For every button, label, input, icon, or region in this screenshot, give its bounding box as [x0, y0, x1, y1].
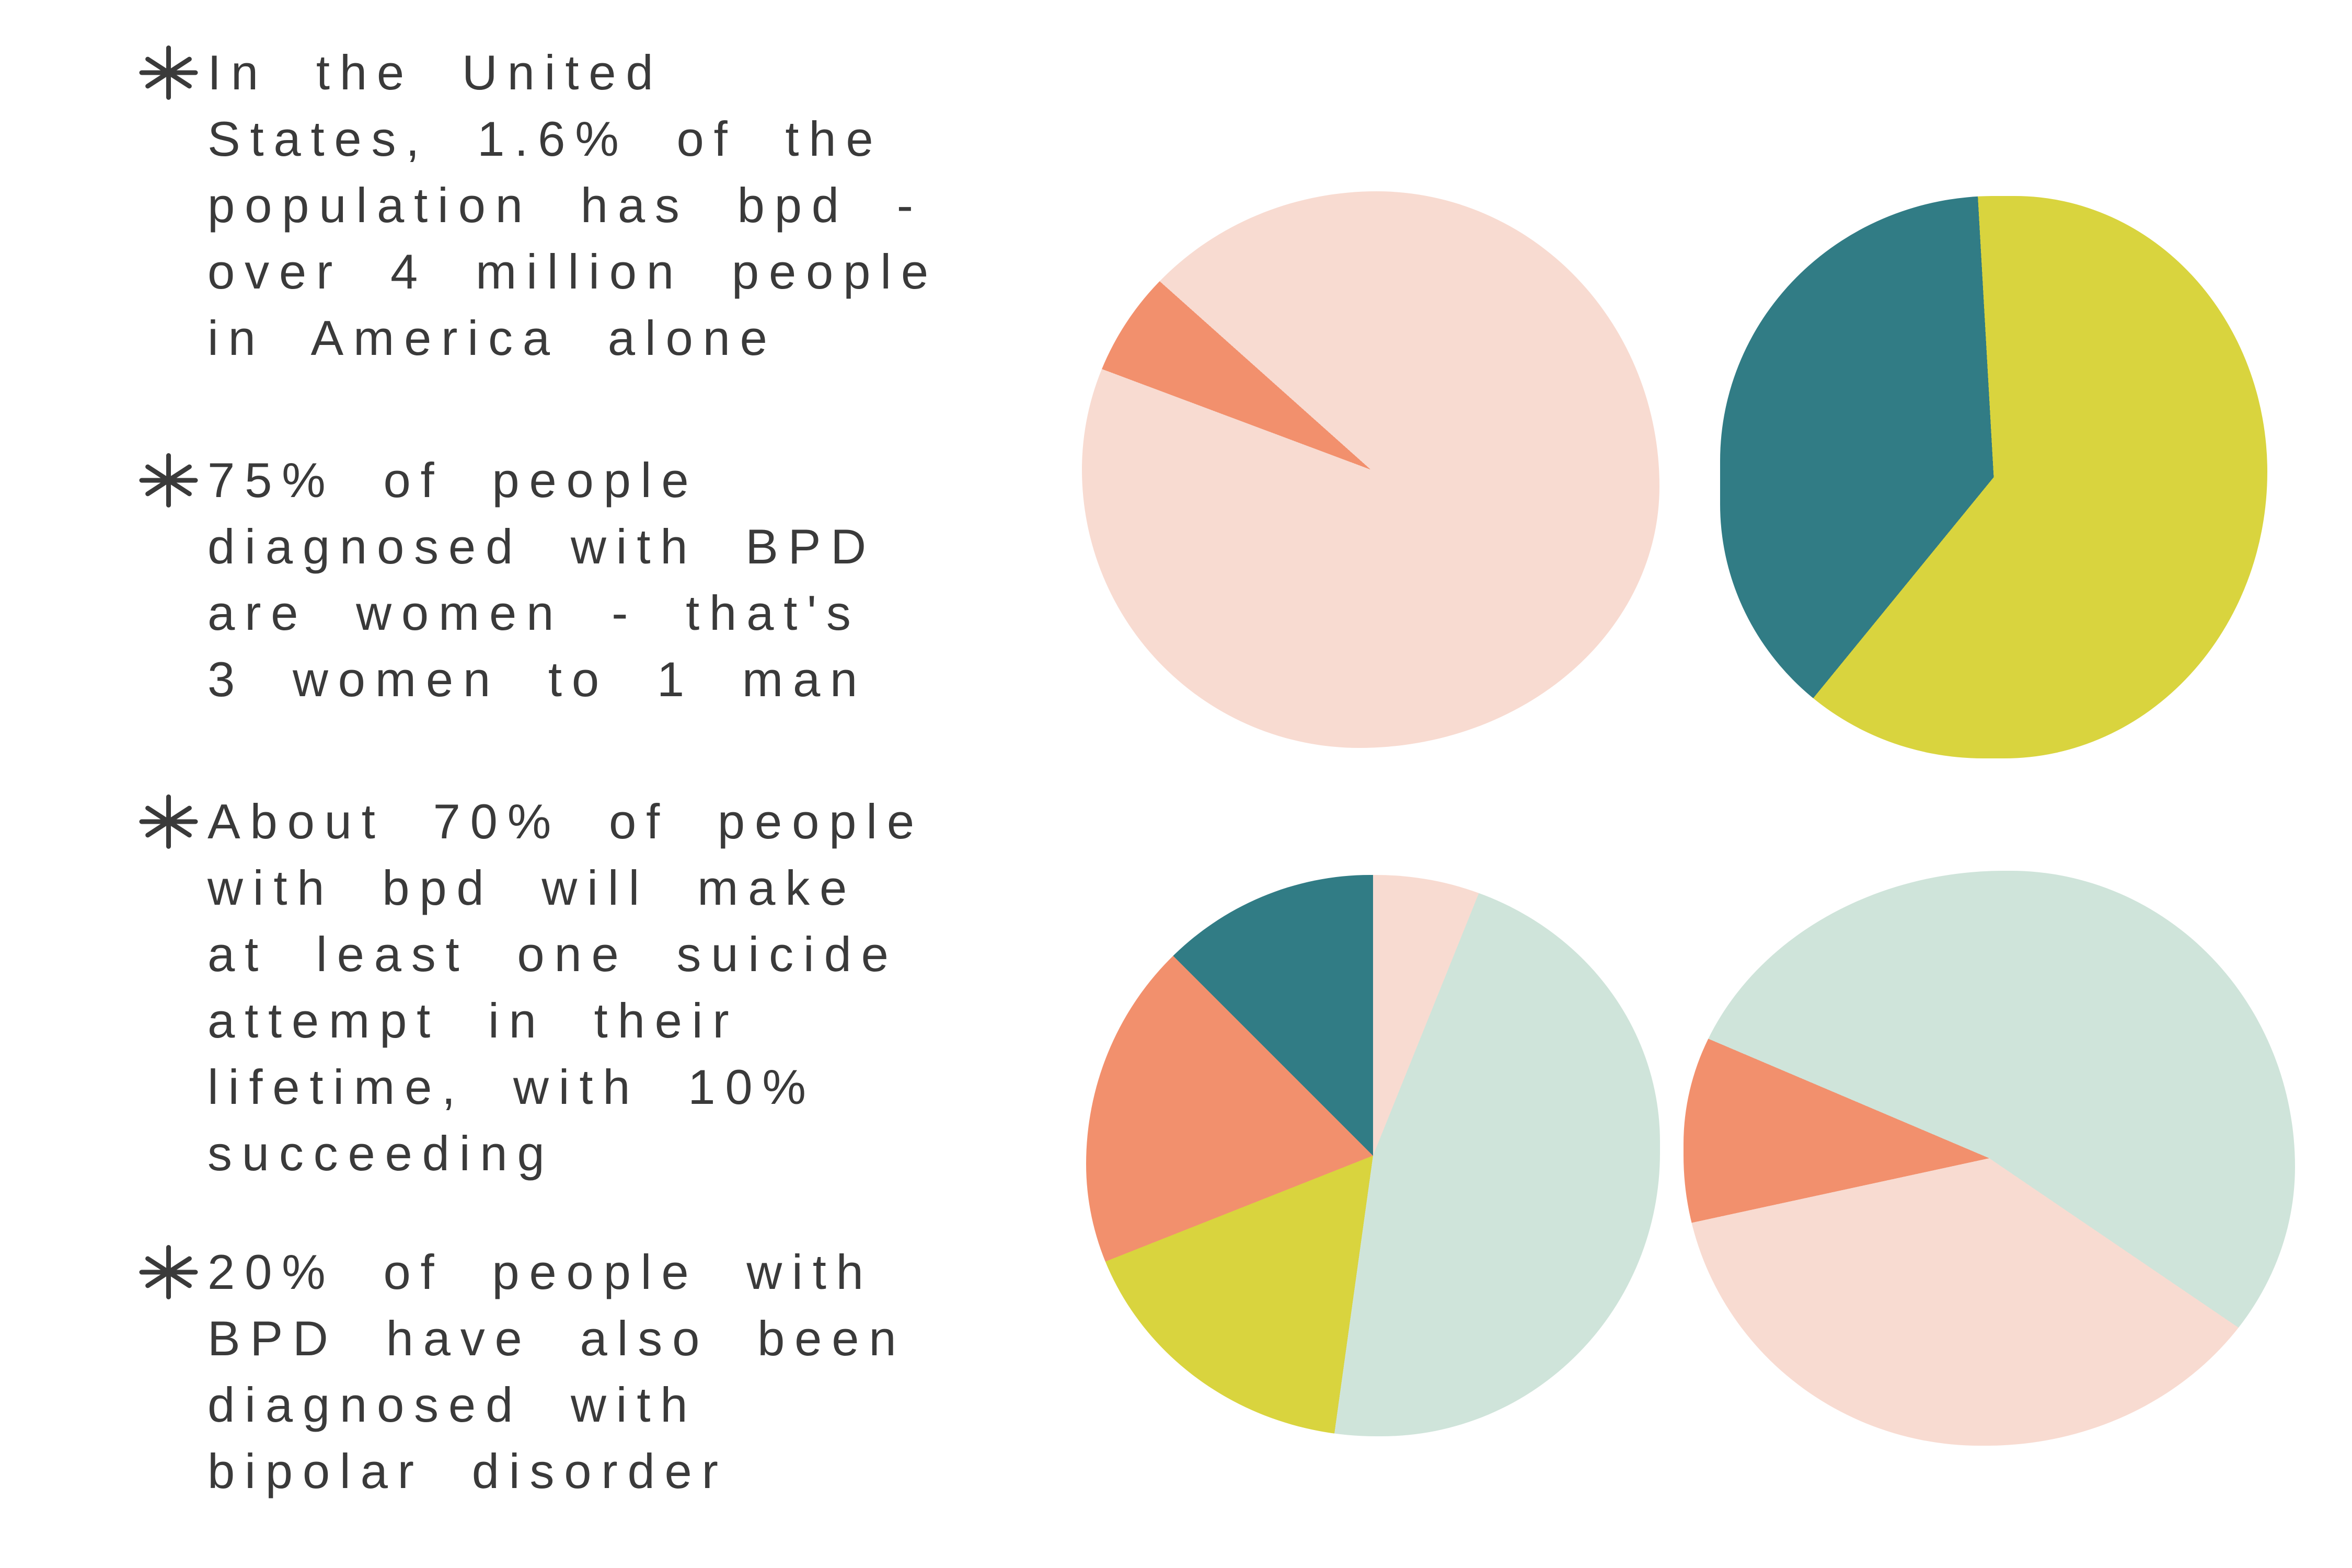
bullet-text-population-stat: In the United States, 1.6% of the popula… — [207, 45, 938, 365]
pie-chart-top-left — [1082, 191, 1659, 748]
bullet-item-1: In the United States, 1.6% of the popula… — [139, 39, 1061, 371]
bullet-item-2: 75% of people diagnosed with BPD are wom… — [139, 447, 1061, 712]
pie-chart-bottom-right — [1684, 871, 2295, 1446]
notes-column: In the United States, 1.6% of the popula… — [139, 39, 1061, 1504]
pie-chart-bottom-left — [1086, 875, 1660, 1436]
asterisk-bullet-icon — [139, 448, 198, 511]
bullet-item-3: About 70% of people with bpd will make a… — [139, 788, 1061, 1186]
bullet-text-bipolar-stat: 20% of people with BPD have also been di… — [207, 1244, 906, 1498]
bullet-text-gender-stat: 75% of people diagnosed with BPD are wom… — [207, 453, 876, 707]
bullet-item-4: 20% of people with BPD have also been di… — [139, 1239, 1061, 1504]
asterisk-bullet-icon — [139, 40, 198, 103]
bullet-text-suicide-stat: About 70% of people with bpd will make a… — [207, 794, 925, 1181]
pie-chart-top-right — [1720, 196, 2267, 758]
asterisk-bullet-icon — [139, 1240, 198, 1302]
asterisk-bullet-icon — [139, 789, 198, 852]
